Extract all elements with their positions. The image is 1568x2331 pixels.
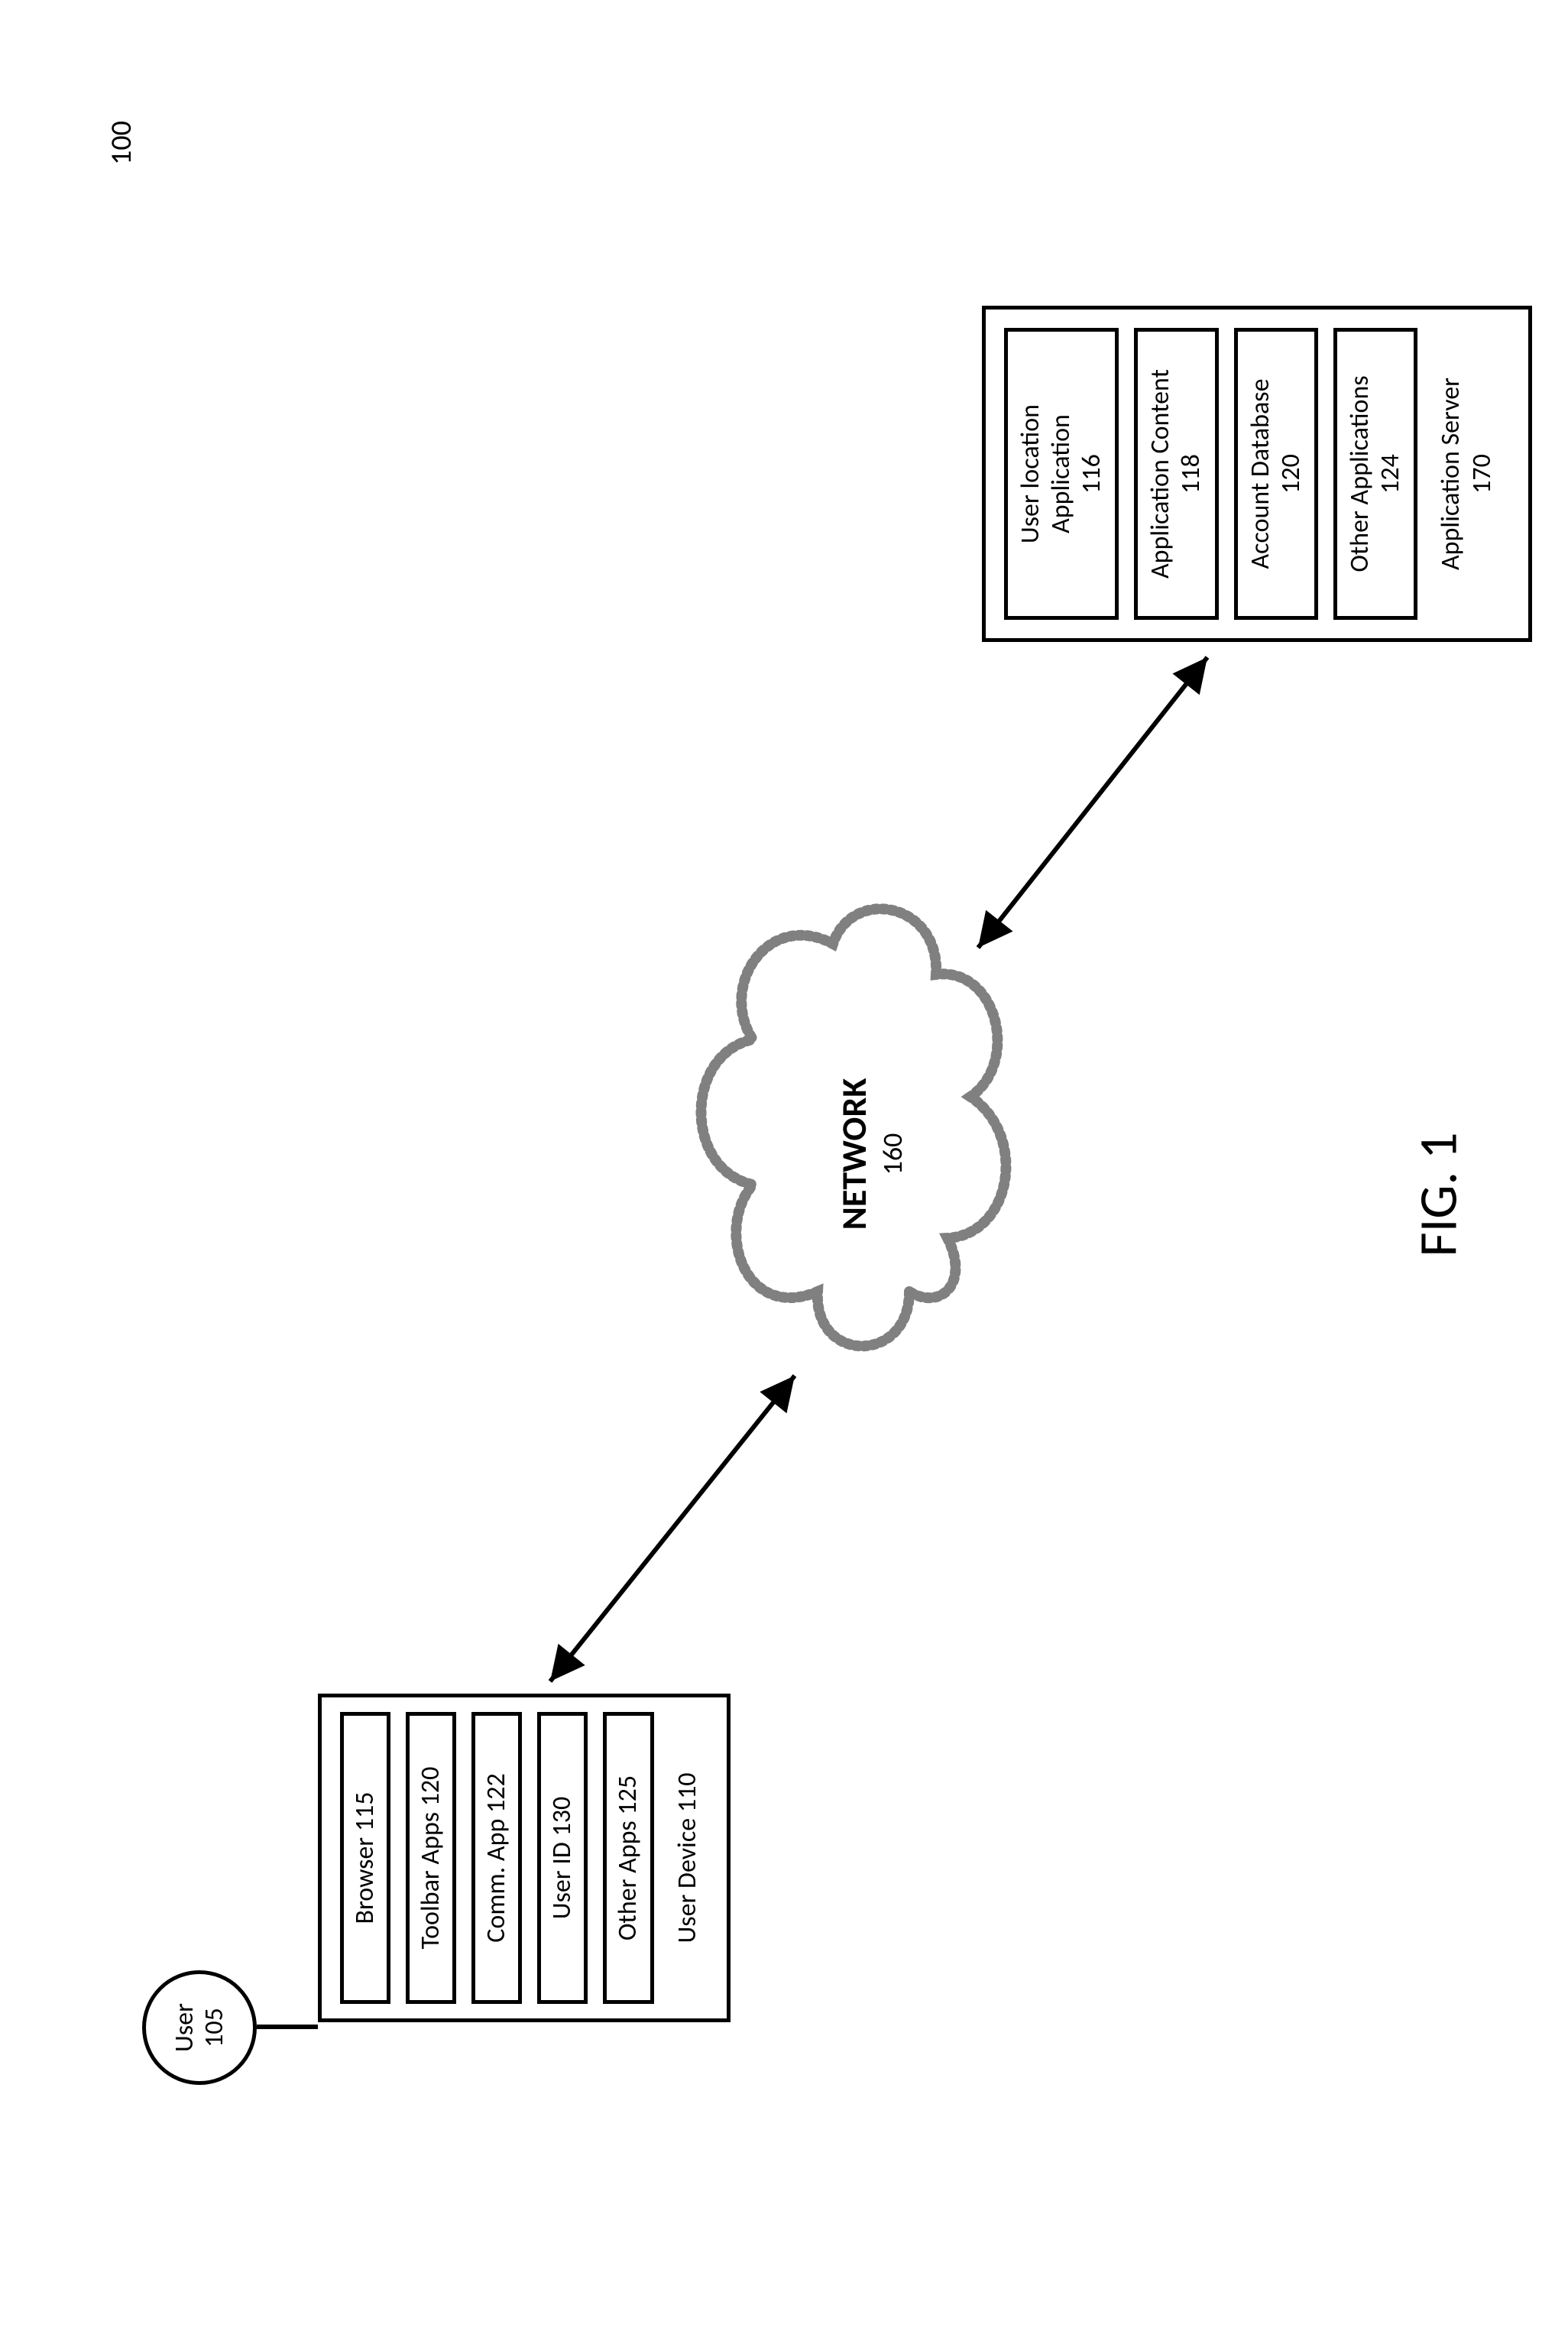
edge-network-to-server (963, 642, 1223, 963)
application-server-node: User location Application 116 Applicatio… (982, 306, 1532, 642)
system-number: 100 (104, 121, 139, 165)
network-label: NETWORK 160 (833, 1070, 909, 1238)
user-device-item-browser: Browser 115 (340, 1712, 390, 2004)
user-device-node: Browser 115 Toolbar Apps 120 Comm. App 1… (318, 1694, 731, 2022)
server-item-userlocation: User location Application 116 (1004, 328, 1119, 620)
user-device-title: User Device 110 (669, 1772, 704, 1943)
figure-caption: FIG. 1 (1404, 1133, 1470, 1257)
server-title: Application Server 170 (1433, 378, 1498, 570)
user-device-item-comm: Comm. App 122 (471, 1712, 522, 2004)
server-item-otherapps: Other Applications 124 (1333, 328, 1417, 620)
user-device-item-other: Other Apps 125 (603, 1712, 653, 2004)
user-device-item-userid: User ID 130 (537, 1712, 588, 2004)
server-item-accountdb: Account Database 120 (1234, 328, 1318, 620)
user-label: User (169, 2003, 200, 2052)
edge-user-to-device (257, 2018, 318, 2036)
figure-1-system-diagram: 100 FIG. 1 User 105 Browser 115 Toolbar … (0, 0, 1568, 2331)
network-number: 160 (876, 1070, 909, 1238)
network-title: NETWORK (833, 1070, 876, 1238)
user-device-item-toolbar: Toolbar Apps 120 (406, 1712, 456, 2004)
user-number: 105 (199, 2008, 230, 2047)
user-node: User 105 (142, 1970, 257, 2085)
edge-device-to-network (535, 1360, 810, 1697)
server-item-appcontent: Application Content 118 (1134, 328, 1218, 620)
